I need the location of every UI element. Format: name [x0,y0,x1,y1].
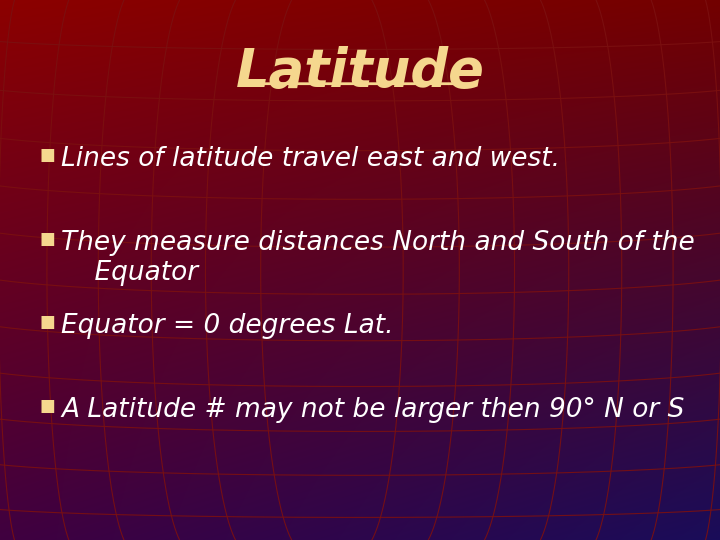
Text: Latitude: Latitude [235,46,485,98]
Text: ■: ■ [40,230,55,247]
Text: Equator = 0 degrees Lat.: Equator = 0 degrees Lat. [61,313,394,339]
Text: ■: ■ [40,313,55,331]
Text: They measure distances North and South of the
    Equator: They measure distances North and South o… [61,230,695,286]
Text: A Latitude # may not be larger then 90° N or S: A Latitude # may not be larger then 90° … [61,397,685,423]
Text: Lines of latitude travel east and west.: Lines of latitude travel east and west. [61,146,560,172]
Text: ■: ■ [40,146,55,164]
Text: ■: ■ [40,397,55,415]
